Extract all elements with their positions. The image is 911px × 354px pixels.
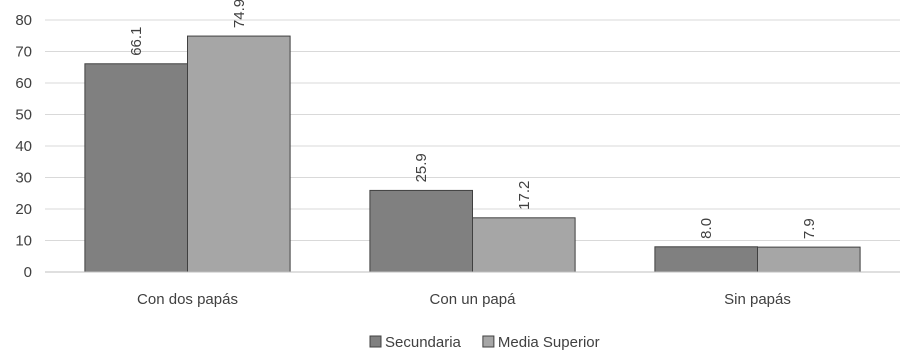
y-tick-label: 70 bbox=[15, 44, 32, 61]
data-label: 17.2 bbox=[516, 181, 533, 210]
data-labels: 66.1 74.9 25.9 17.2 8.0 7.9 bbox=[128, 0, 818, 239]
y-tick-label: 30 bbox=[15, 170, 32, 187]
legend: Secundaria Media Superior bbox=[369, 334, 600, 351]
y-tick-label: 80 bbox=[15, 12, 32, 29]
data-label: 8.0 bbox=[698, 218, 715, 239]
legend-swatch bbox=[482, 335, 495, 348]
y-tick-label: 50 bbox=[15, 107, 32, 124]
y-axis-ticks: 0 10 20 30 40 50 60 70 80 bbox=[15, 12, 32, 281]
y-tick-label: 10 bbox=[15, 233, 32, 250]
legend-label: Secundaria bbox=[385, 334, 462, 351]
data-label: 74.9 bbox=[231, 0, 248, 28]
category-label: Con dos papás bbox=[137, 291, 238, 308]
y-tick-label: 0 bbox=[24, 264, 32, 281]
y-tick-label: 20 bbox=[15, 201, 32, 218]
bar-1-2 bbox=[757, 246, 861, 273]
category-labels: Con dos papás Con un papá Sin papás bbox=[137, 291, 791, 308]
data-label: 7.9 bbox=[801, 218, 818, 239]
bar-1-0 bbox=[187, 35, 291, 273]
y-tick-label: 60 bbox=[15, 75, 32, 92]
y-tick-label: 40 bbox=[15, 138, 32, 155]
category-label: Sin papás bbox=[724, 291, 791, 308]
data-label: 25.9 bbox=[413, 153, 430, 182]
bar-0-2 bbox=[654, 246, 759, 273]
bar-1-1 bbox=[472, 217, 576, 273]
legend-swatch bbox=[369, 335, 382, 348]
bar-0-1 bbox=[369, 189, 473, 273]
bars bbox=[84, 35, 861, 273]
legend-label: Media Superior bbox=[498, 334, 600, 351]
category-label: Con un papá bbox=[430, 291, 517, 308]
bar-0-0 bbox=[84, 63, 188, 273]
data-label: 66.1 bbox=[128, 27, 145, 56]
